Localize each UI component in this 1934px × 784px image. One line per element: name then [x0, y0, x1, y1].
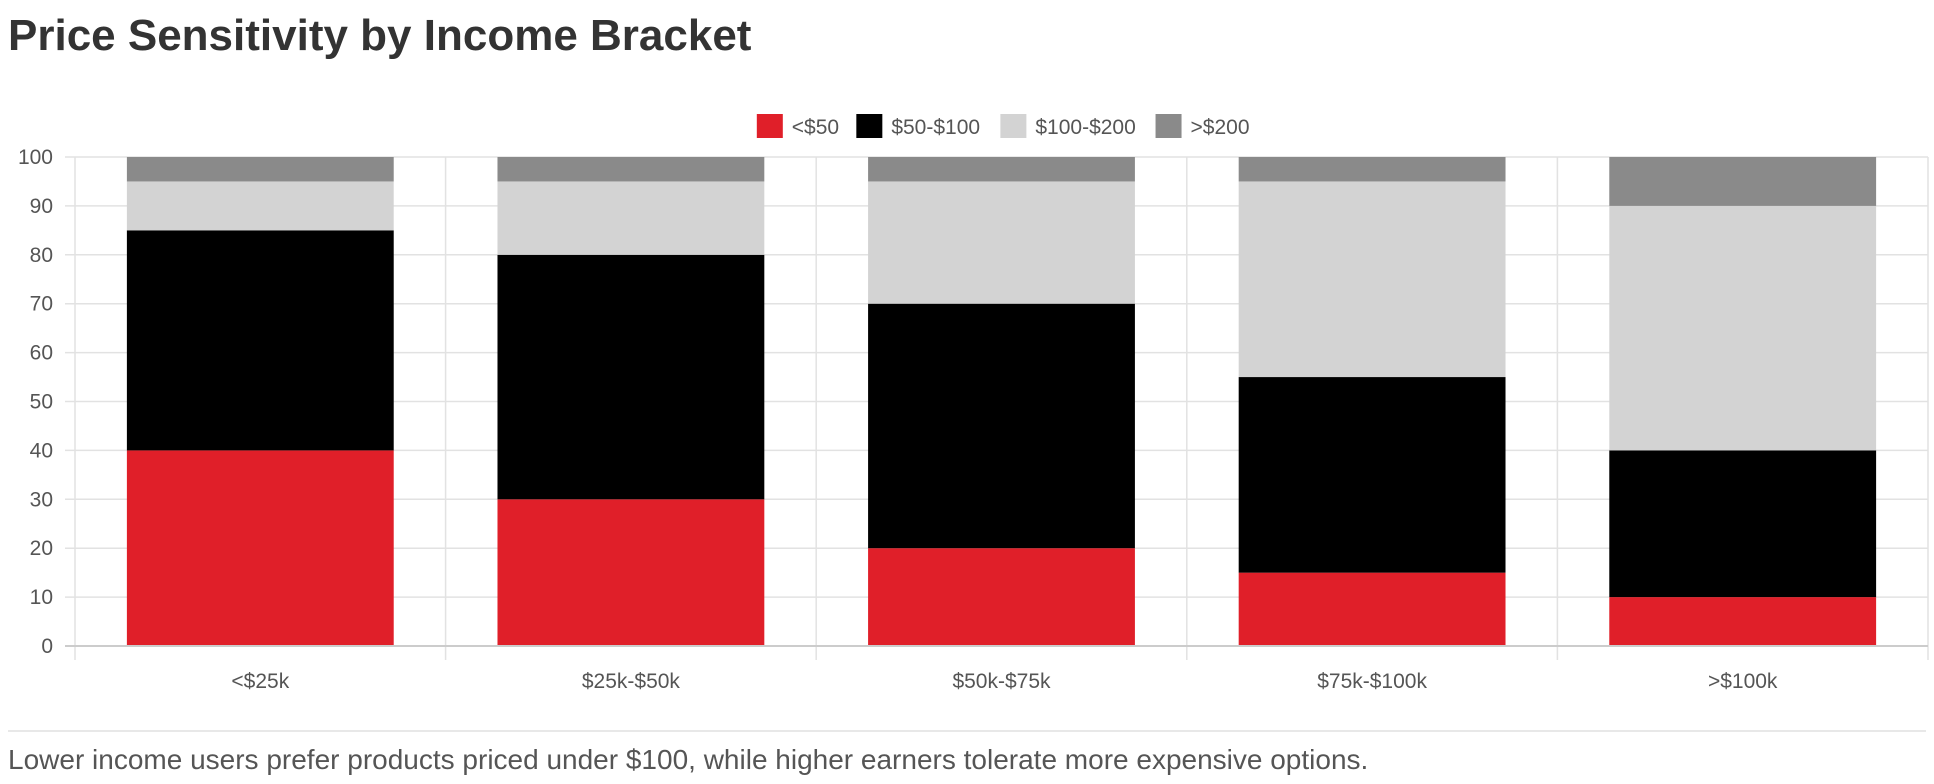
bar-segment [497, 181, 765, 255]
x-tick-label: $50k-$75k [952, 670, 1051, 693]
legend-swatch [756, 114, 783, 138]
bar-segment [497, 254, 765, 500]
y-tick-label: 0 [41, 635, 53, 658]
legend-label: <$50 [792, 116, 839, 139]
bar-segment [1238, 377, 1506, 573]
legend-swatch [1155, 114, 1182, 138]
legend-label: >$200 [1191, 116, 1250, 139]
x-tick-label: $25k-$50k [582, 670, 681, 693]
legend: <$50 $50-$100 $100-$200 >$200 [756, 114, 1250, 139]
x-tick-label: <$25k [231, 670, 289, 693]
y-tick-label: 70 [30, 293, 53, 316]
bar-segment [497, 157, 765, 182]
legend-label: $100-$200 [1035, 116, 1135, 139]
bar-segment [1609, 205, 1877, 451]
chart-caption: Lower income users prefer products price… [8, 744, 1369, 775]
bar-segment [1609, 450, 1877, 598]
bar-segment [868, 303, 1135, 549]
y-tick-label: 50 [30, 391, 53, 414]
y-tick-label: 30 [30, 488, 53, 511]
y-tick-label: 80 [30, 244, 53, 267]
x-tick-label: $75k-$100k [1317, 670, 1427, 693]
axes: 0 10 20 30 40 50 60 70 80 90 100 <$25k $25k-$50k $50k… [18, 146, 1928, 693]
legend-swatch [856, 114, 883, 138]
bar-segment [868, 157, 1135, 182]
x-tick-label: >$100k [1708, 670, 1778, 693]
bar-segment [1238, 157, 1506, 182]
bar-segment [1238, 181, 1506, 378]
y-tick-label: 100 [18, 146, 53, 169]
bar-segment [497, 499, 765, 646]
bar-segment [1238, 572, 1506, 646]
y-tick-label: 60 [30, 342, 53, 365]
bar-segment [126, 450, 394, 646]
stacked-bar-chart: 0 10 20 30 40 50 60 70 80 90 100 <$25k $25k-$50k $50k… [18, 114, 1929, 693]
legend-label: $50-$100 [891, 116, 980, 139]
bar-segment [126, 181, 394, 231]
y-tick-label: 40 [30, 439, 53, 462]
y-tick-label: 20 [30, 537, 53, 560]
caption-divider [8, 730, 1926, 732]
bar-segment [1609, 597, 1877, 646]
bars [126, 157, 1877, 646]
bar-segment [126, 230, 394, 451]
bar-segment [868, 548, 1135, 646]
bar-segment [126, 157, 394, 182]
bar-segment [1609, 157, 1877, 206]
y-tick-label: 90 [30, 195, 53, 218]
y-tick-label: 10 [30, 586, 53, 609]
bar-segment [868, 181, 1135, 304]
legend-swatch [1000, 114, 1027, 138]
chart-title: Price Sensitivity by Income Bracket [8, 11, 752, 60]
